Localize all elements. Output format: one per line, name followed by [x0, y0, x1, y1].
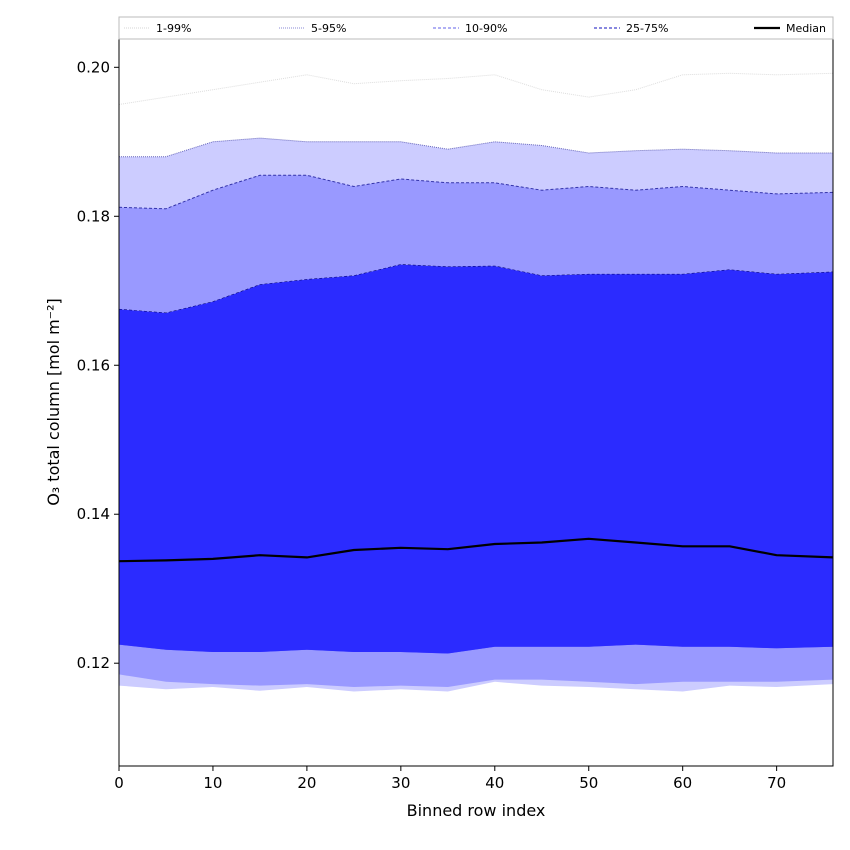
x-tick-label: 40	[485, 774, 504, 792]
y-axis-ticks: 0.12 0.14 0.16 0.18 0.20	[77, 58, 119, 672]
band-upper-10-90%	[118, 174, 834, 210]
x-tick-label: 0	[114, 774, 124, 792]
x-tick-label: 70	[767, 774, 786, 792]
x-axis-label: Binned row index	[407, 801, 546, 820]
y-tick-label: 0.16	[77, 356, 110, 374]
y-tick-label: 0.20	[77, 58, 110, 76]
legend-label: 1-99%	[156, 22, 191, 35]
legend: 1-99% 5-95% 10-90% 25-75% Median	[118, 16, 834, 40]
x-tick-label: 50	[579, 774, 598, 792]
x-tick-label: 10	[203, 774, 222, 792]
legend-label: Median	[786, 22, 826, 35]
y-tick-label: 0.18	[77, 207, 110, 225]
legend-label: 25-75%	[626, 22, 668, 35]
y-axis-label: O₃ total column [mol m⁻²]	[44, 298, 63, 506]
x-tick-label: 20	[297, 774, 316, 792]
median-series	[118, 537, 834, 563]
x-tick-label: 30	[391, 774, 410, 792]
legend-box	[118, 16, 834, 40]
x-axis-ticks: 0 10 20 30 40 50 60 70	[114, 766, 786, 792]
median-line	[118, 537, 834, 563]
band-upper-1-99%	[118, 72, 834, 105]
legend-label: 5-95%	[311, 22, 346, 35]
x-tick-label: 60	[673, 774, 692, 792]
y-tick-label: 0.14	[77, 505, 110, 523]
band-core	[119, 264, 833, 654]
legend-label: 10-90%	[465, 22, 507, 35]
percentile-bands	[118, 72, 834, 731]
y-tick-label: 0.12	[77, 654, 110, 672]
